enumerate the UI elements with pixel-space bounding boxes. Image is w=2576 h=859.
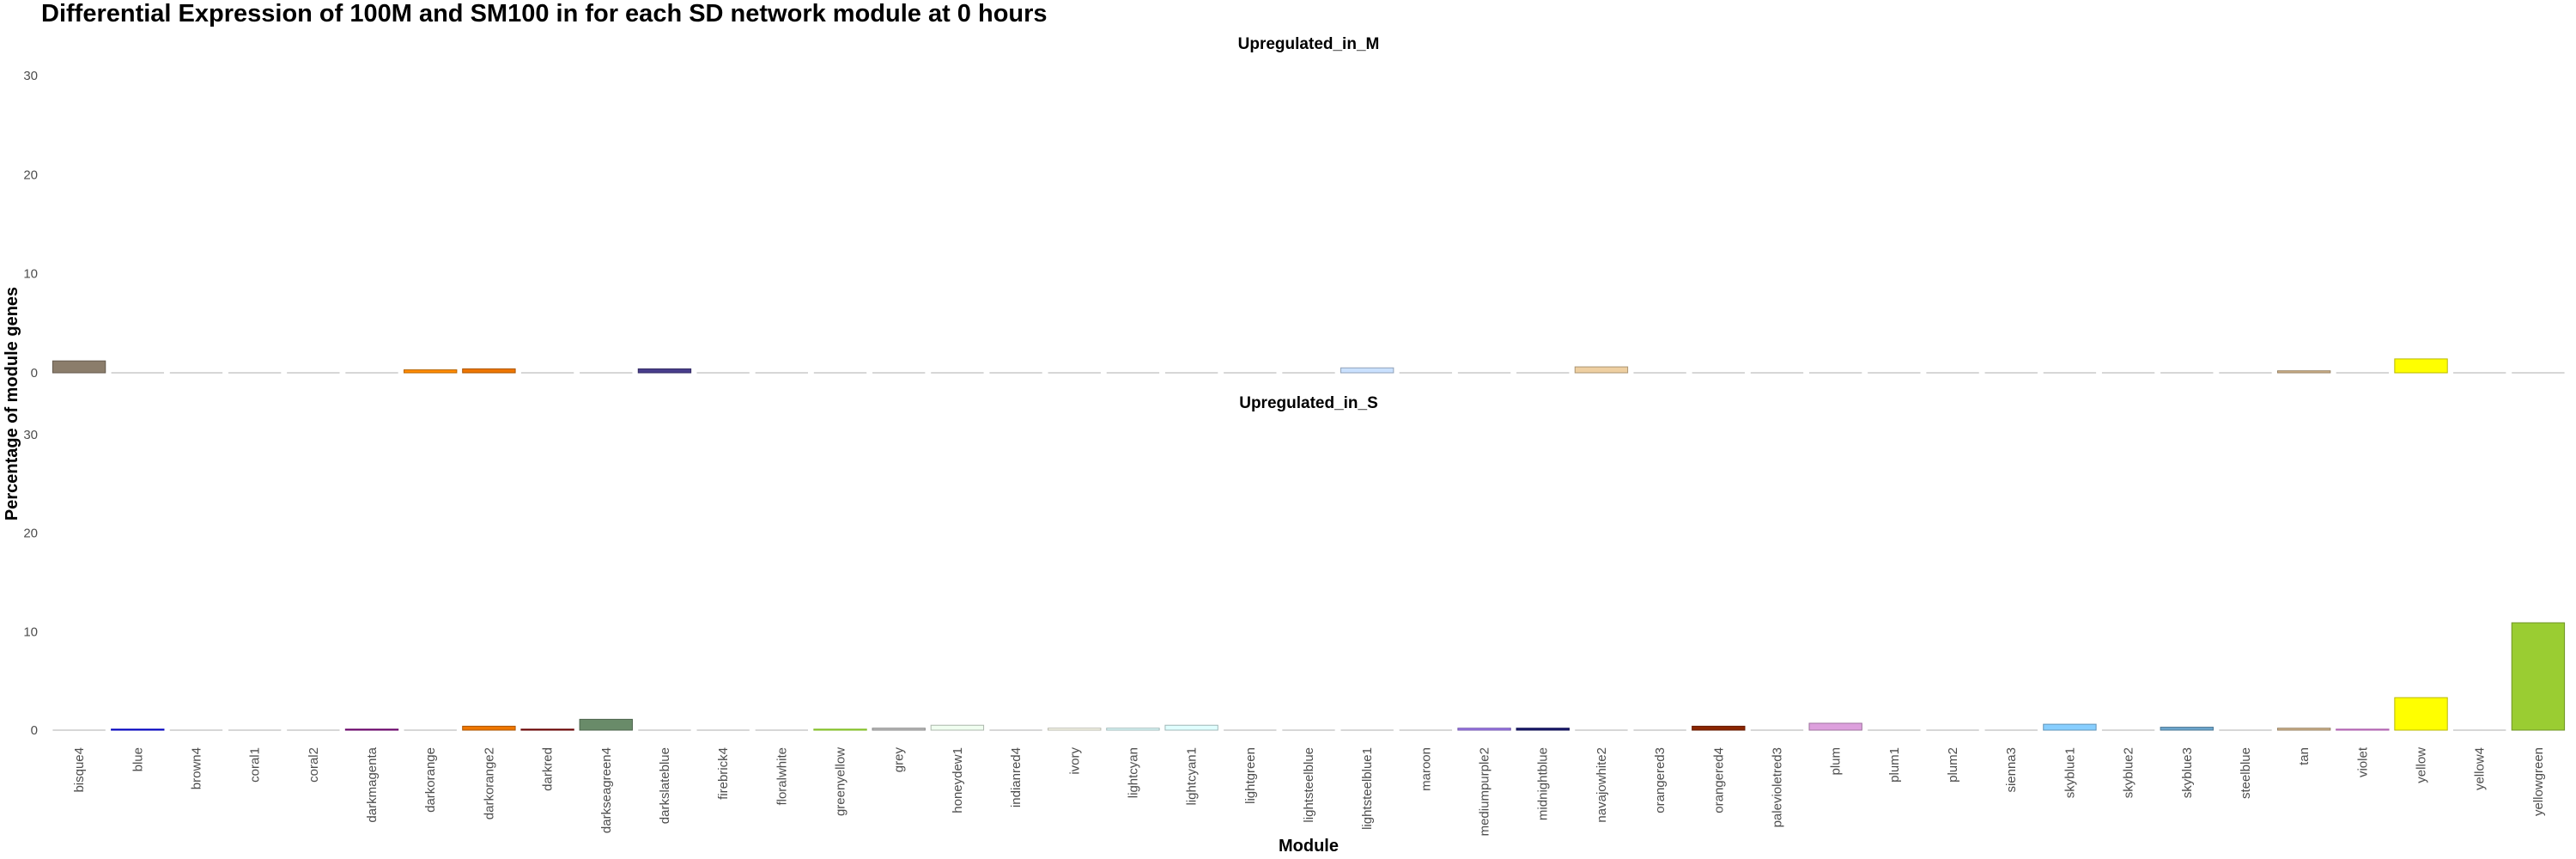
x-tick-label: plum2 [1946,747,1960,783]
x-tick-label: skyblue1 [2063,747,2077,798]
bar [2394,358,2448,374]
x-tick-label: violet [2355,746,2370,777]
x-tick-label: indianred4 [1009,747,1024,807]
x-tick-label: lightcyan1 [1185,747,1200,806]
bar [872,728,926,731]
x-tick-label: yellowgreen [2531,747,2546,816]
bar [1457,728,1511,731]
bar [813,728,867,731]
x-tick-label: lightsteelblue [1302,747,1316,823]
bar [1808,722,1862,731]
bar [520,728,574,731]
bar [2394,697,2448,731]
x-tick-label: lightsteelblue1 [1360,747,1375,830]
facet-label: Upregulated_in_S [1239,394,1378,412]
bar [1516,728,1570,731]
x-tick-label: lightcyan [1126,747,1140,798]
x-tick-label: plum1 [1887,747,1902,783]
x-tick-label: blue [131,747,145,771]
bar [2276,728,2331,731]
bar [462,368,516,374]
y-tick-label: 30 [23,69,38,83]
bar [52,360,106,374]
bar [2336,728,2390,731]
y-tick-label: 20 [23,168,38,182]
bar [1164,724,1218,731]
x-tick-label: darkmagenta [365,746,380,822]
y-tick-label: 30 [23,428,38,442]
facet-label: Upregulated_in_M [1238,35,1380,53]
x-tick-label: yellow4 [2473,747,2488,790]
y-axis-title: Percentage of module genes [3,287,21,521]
y-tick-label: 10 [23,624,38,639]
x-tick-label: coral2 [307,747,321,783]
x-tick-label: darkorange2 [482,747,496,819]
x-tick-label: bisque4 [72,747,87,793]
x-tick-label: skyblue2 [2122,747,2136,798]
bar [637,368,692,374]
bar [2511,622,2566,731]
bar [1340,367,1394,374]
x-tick-label: sienna3 [2004,747,2019,793]
x-tick-label: midnightblue [1536,747,1551,820]
bar [2276,370,2331,374]
y-tick-label: 0 [31,723,38,738]
bar [2043,723,2097,731]
x-tick-label: floralwhite [775,747,789,806]
x-tick-label: palevioletred3 [1770,747,1784,827]
bar [1048,728,1102,731]
x-tick-label: firebrick4 [716,747,731,800]
bar [1692,725,1746,731]
x-tick-label: maroon [1419,747,1433,791]
bar [111,728,165,731]
x-tick-label: darkred [541,747,556,791]
x-tick-label: yellow [2415,747,2429,783]
x-tick-label: skyblue3 [2180,747,2195,798]
x-tick-label: orangered4 [1711,747,1726,813]
bar [579,718,633,731]
x-tick-label: ivory [1067,747,1082,775]
x-tick-label: grey [892,747,907,773]
x-tick-label: brown4 [189,747,204,789]
bar [930,724,985,731]
x-tick-label: mediumpurple2 [1478,747,1492,836]
y-tick-label: 20 [23,527,38,541]
x-tick-label: plum [1829,747,1844,776]
y-tick-label: 0 [31,366,38,381]
x-tick-label: darkseagreen4 [599,747,614,833]
x-tick-label: steelblue [2239,747,2253,799]
x-tick-label: coral1 [248,747,263,783]
bar [462,725,516,731]
bar [1574,366,1629,374]
y-tick-label: 10 [23,267,38,282]
x-tick-label: lightgreen [1243,747,1258,804]
x-tick-label: orangered3 [1653,747,1668,813]
x-tick-label: navajowhite2 [1595,747,1609,823]
x-tick-label: greenyellow [834,747,848,816]
x-tick-label: tan [2297,747,2312,765]
x-tick-label: honeydew1 [951,747,965,813]
bar [344,728,399,731]
x-tick-label: darkslateblue [658,747,672,824]
x-axis-title: Module [1279,837,1339,856]
bar [1106,728,1160,731]
bar [404,369,458,374]
chart-title: Differential Expression of 100M and SM10… [41,0,1048,27]
bar [2160,727,2214,731]
x-tick-label: darkorange [423,747,438,813]
